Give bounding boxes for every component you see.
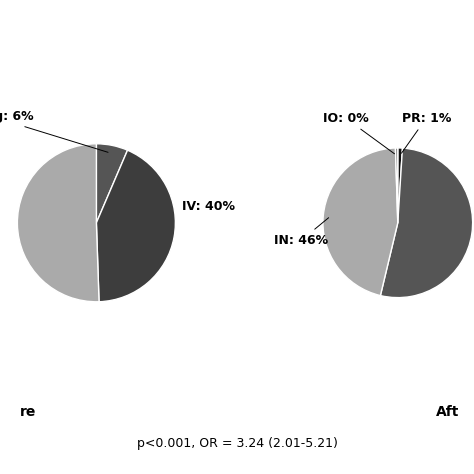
Wedge shape	[398, 148, 402, 223]
Text: Aft: Aft	[436, 405, 460, 419]
Text: re: re	[20, 405, 36, 419]
Text: IN: 46%: IN: 46%	[274, 218, 328, 247]
Wedge shape	[96, 150, 175, 302]
Wedge shape	[381, 148, 473, 298]
Text: Missing: 6%: Missing: 6%	[0, 110, 108, 152]
Wedge shape	[395, 148, 398, 223]
Wedge shape	[323, 148, 398, 296]
Wedge shape	[18, 144, 99, 302]
Text: IO: 0%: IO: 0%	[323, 112, 394, 154]
Text: PR: 1%: PR: 1%	[401, 112, 451, 153]
Text: IV: 40%: IV: 40%	[182, 201, 235, 213]
Text: p<0.001, OR = 3.24 (2.01-5.21): p<0.001, OR = 3.24 (2.01-5.21)	[137, 438, 337, 450]
Wedge shape	[96, 144, 128, 223]
